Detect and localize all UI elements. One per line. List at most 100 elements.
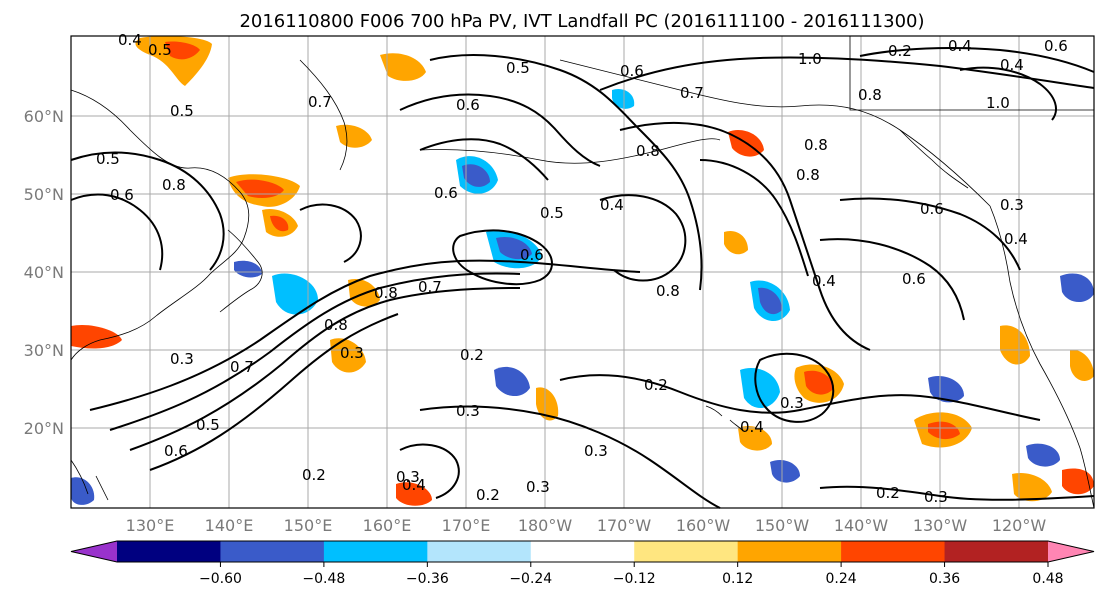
cool-anomaly-patch — [494, 366, 530, 397]
contour-label: 0.8 — [324, 316, 348, 334]
warm-anomaly-patch — [165, 41, 200, 60]
contour-label: 0.8 — [804, 136, 828, 154]
contour-line — [859, 47, 1095, 73]
colorbar-tick-label: −0.36 — [406, 571, 449, 587]
lon-label-170e: 170°E — [442, 516, 491, 535]
contour-label: 0.3 — [396, 468, 420, 486]
coastline-kamchatka — [299, 59, 348, 171]
contour-label: 0.4 — [812, 272, 836, 290]
contour-line — [819, 485, 1095, 501]
colorbar-ticks: −0.60 −0.48 −0.36 −0.24 −0.12 0.12 0.24 0.36 0.4… — [199, 562, 1064, 587]
contour-label: 0.3 — [924, 488, 948, 506]
contour-line — [419, 138, 549, 181]
warm-anomaly-patch — [536, 387, 559, 421]
contour-label: 0.8 — [656, 282, 680, 300]
contour-label: 0.8 — [636, 142, 660, 160]
contour-line — [299, 203, 362, 263]
contour-label: 0.7 — [308, 93, 332, 111]
contour-label: 0.4 — [948, 37, 972, 55]
cool-anomaly-patch — [272, 273, 318, 315]
contour-label: 0.6 — [1044, 37, 1068, 55]
contour-label: 0.4 — [402, 476, 426, 494]
colorbar-tick-label: 0.36 — [929, 571, 960, 587]
colorbar-segment — [117, 541, 221, 562]
contour-label: 0.8 — [858, 86, 882, 104]
contour-label: 0.2 — [876, 484, 900, 502]
contour-line — [754, 352, 835, 423]
contour-label: 0.5 — [540, 204, 564, 222]
contour-label: 0.7 — [230, 358, 254, 376]
cool-anomaly-patch — [758, 287, 782, 315]
warm-anomaly-patch — [330, 338, 366, 373]
coastline-panhandle — [899, 129, 969, 189]
contour-label: 1.0 — [798, 50, 822, 68]
cool-anomaly-patch — [928, 376, 964, 403]
coastline-aleutians — [419, 138, 721, 164]
contour-labels: 0.4 0.5 0.5 0.6 0.7 0.4 0.6 1.0 0.2 0.4 … — [96, 31, 1068, 506]
contour-label: 0.4 — [1000, 56, 1024, 74]
cool-anomaly-patch — [612, 88, 635, 109]
contour-label: 0.8 — [796, 166, 820, 184]
lat-label-30n: 30°N — [24, 341, 64, 360]
colorbar-segment — [323, 541, 428, 562]
cool-anomaly-patch — [234, 260, 262, 278]
contour-label: 0.5 — [148, 41, 172, 59]
contour-label: 0.5 — [506, 59, 530, 77]
contour-line — [70, 151, 225, 271]
latitude-labels: 60°N 50°N 40°N 30°N 20°N — [24, 107, 64, 438]
cool-anomaly-patch — [770, 459, 800, 483]
colorbar-segment — [427, 541, 532, 562]
cool-anomaly-patch — [1026, 443, 1060, 467]
warm-anomaly-patch — [396, 482, 432, 506]
contour-label: 0.3 — [526, 478, 550, 496]
coastline-hawaii — [705, 405, 743, 431]
anomaly-shading — [71, 36, 1094, 506]
colorbar-tick-label: −0.24 — [509, 571, 552, 587]
contour-label: 0.6 — [456, 96, 480, 114]
contour-label: 0.2 — [888, 42, 912, 60]
warm-anomaly-patch — [1012, 472, 1052, 502]
colorbar-segment — [634, 541, 739, 562]
cool-anomaly-patch — [1060, 273, 1094, 303]
colorbar-segment — [841, 541, 946, 562]
lat-label-40n: 40°N — [24, 263, 64, 282]
contour-line — [89, 259, 641, 411]
coastline-na-west — [989, 205, 1095, 509]
lon-label-150e: 150°E — [284, 516, 333, 535]
contour-label: 0.6 — [434, 184, 458, 202]
contour-label: 0.2 — [460, 346, 484, 364]
contour-label: 0.2 — [302, 466, 326, 484]
warm-anomaly-patch — [71, 324, 122, 349]
cool-anomaly-patch — [740, 368, 780, 409]
map-panel: 0.4 0.5 0.5 0.6 0.7 0.4 0.6 1.0 0.2 0.4 … — [70, 31, 1095, 509]
warm-anomaly-patch — [928, 421, 960, 440]
contour-label: 0.7 — [418, 278, 442, 296]
cool-anomaly-patch — [71, 477, 95, 505]
coastlines — [70, 36, 1095, 509]
contour-label: 0.2 — [476, 486, 500, 504]
contour-line — [699, 159, 809, 277]
colorbar-tick-label: −0.12 — [613, 571, 656, 587]
warm-anomaly-patch — [1070, 349, 1094, 381]
contour-line — [419, 405, 721, 509]
lon-label-130w: 130°W — [913, 516, 968, 535]
colorbar-segment — [944, 541, 1049, 562]
lon-label-140e: 140°E — [205, 516, 254, 535]
warm-anomaly-patch — [1062, 468, 1094, 495]
warm-anomaly-patch — [804, 370, 834, 395]
contour-label: 0.7 — [680, 84, 704, 102]
lat-label-50n: 50°N — [24, 185, 64, 204]
colorbar-segment — [530, 541, 635, 562]
contour-label: 0.4 — [1004, 230, 1028, 248]
contour-label: 0.4 — [118, 31, 142, 49]
contour-lines — [70, 47, 1095, 509]
contour-line — [619, 121, 871, 351]
warm-anomaly-patch — [380, 53, 426, 81]
contour-label: 0.4 — [600, 196, 624, 214]
contour-label: 0.5 — [170, 102, 194, 120]
lon-label-160w: 160°W — [676, 516, 731, 535]
cool-anomaly-patch — [496, 236, 532, 260]
map-title: 2016110800 F006 700 hPa PV, IVT Landfall… — [239, 11, 924, 32]
warm-anomaly-patch — [724, 230, 748, 255]
